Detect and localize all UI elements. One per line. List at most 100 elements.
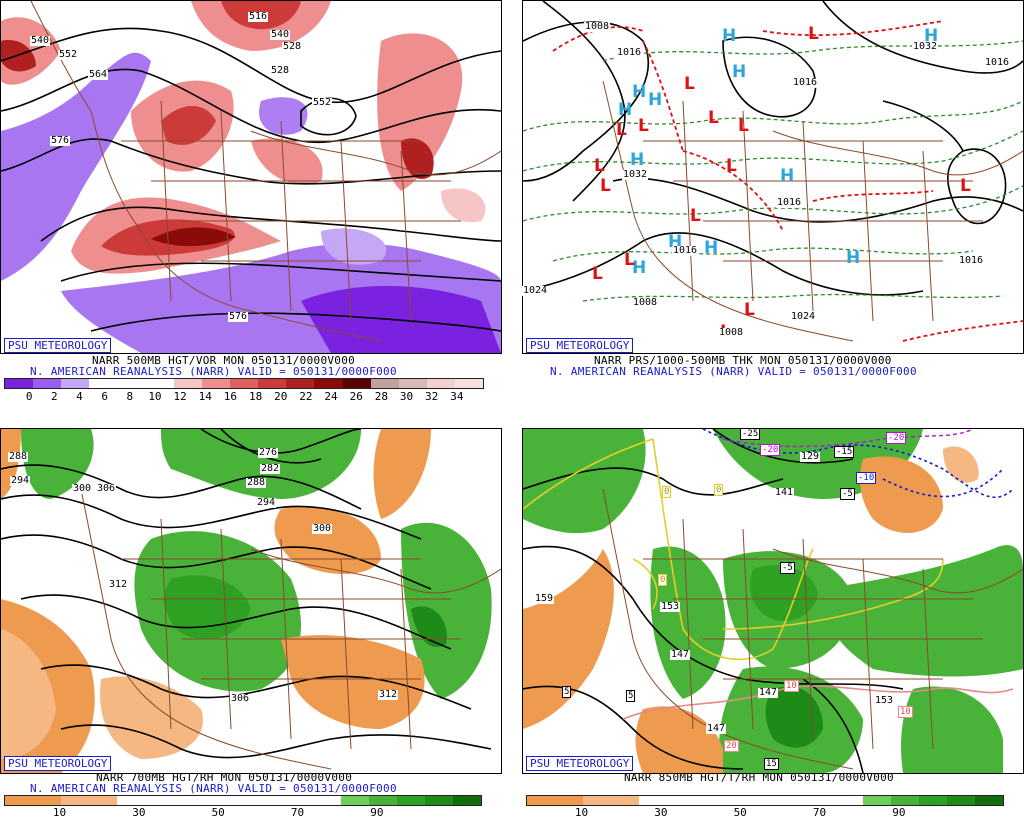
contour-label: 141 — [774, 487, 795, 498]
colorbar-swatch — [639, 796, 667, 805]
temperature-label: -25 — [740, 428, 761, 440]
isobar-label: 1032 — [622, 169, 649, 180]
temperature-label: -20 — [760, 444, 781, 456]
colorbar-swatch — [975, 796, 1003, 805]
colorbar-swatch — [751, 796, 779, 805]
high-pressure-marker: H — [846, 248, 861, 268]
branding-label: PSU METEOROLOGY — [526, 338, 634, 353]
colorbar-swatch — [145, 796, 173, 805]
contour-label: 147 — [706, 723, 727, 734]
temperature-label: 5 — [562, 686, 572, 698]
contour-label: 159 — [534, 593, 555, 604]
low-pressure-marker: L — [592, 264, 603, 284]
contour-label: 288 — [8, 451, 29, 462]
colorbar-tick-label: 34 — [450, 390, 464, 403]
contour-label: 312 — [378, 689, 399, 700]
isobar-label: 1016 — [792, 77, 819, 88]
contour-label: 300 — [312, 523, 333, 534]
contour-label: 576 — [50, 135, 71, 146]
colorbar-tick-label: 32 — [425, 390, 439, 403]
colorbar-tick-label: 26 — [349, 390, 363, 403]
temperature-label: -5 — [780, 562, 795, 574]
contour-label: 300 — [72, 483, 93, 494]
rh-colorbar — [4, 795, 482, 806]
map-500mb — [0, 0, 502, 354]
colorbar-swatch — [5, 796, 33, 805]
high-pressure-marker: H — [722, 26, 737, 46]
map-850mb — [522, 428, 1024, 774]
colorbar-swatch — [5, 379, 34, 388]
temperature-label: 15 — [764, 758, 779, 770]
isobar-label: 1008 — [584, 21, 611, 32]
low-pressure-marker: L — [744, 300, 755, 320]
panel-850mb-temp-rh: 159 153 147 147 147 153 129 141 -25 -20 … — [522, 428, 1024, 819]
isobar-label: 1016 — [776, 197, 803, 208]
colorbar-tick-label: 10 — [52, 806, 67, 819]
contour-label: 306 — [230, 693, 251, 704]
contour-label: 552 — [312, 97, 333, 108]
contour-label: 153 — [660, 601, 681, 612]
colorbar-swatch — [33, 796, 61, 805]
temperature-label: 5 — [626, 690, 636, 702]
colorbar-tick-label: 50 — [733, 806, 747, 819]
colorbar-tick-label: 28 — [374, 390, 388, 403]
colorbar-swatch — [555, 796, 583, 805]
map-500mb-graphic — [1, 1, 501, 353]
low-pressure-marker: L — [600, 176, 611, 196]
colorbar-swatch — [342, 379, 371, 388]
temperature-label: 0 — [714, 484, 724, 496]
colorbar-tick-label: 70 — [812, 806, 827, 819]
map-850mb-graphic — [523, 429, 1023, 773]
colorbar-swatch — [891, 796, 919, 805]
rh-colorbar-ticks: 10 30 50 70 90 — [526, 807, 1002, 818]
contour-label: 129 — [800, 451, 821, 462]
colorbar-tick-label: 6 — [101, 390, 108, 403]
colorbar-tick-label: 24 — [324, 390, 338, 403]
temperature-label: -5 — [840, 488, 855, 500]
low-pressure-marker: L — [960, 176, 971, 196]
colorbar-swatch — [835, 796, 863, 805]
contour-label: 312 — [108, 579, 129, 590]
contour-label: 540 — [270, 29, 291, 40]
contour-label: 147 — [758, 687, 779, 698]
temperature-label: 20 — [724, 740, 739, 752]
low-pressure-marker: L — [684, 74, 695, 94]
colorbar-swatch — [947, 796, 975, 805]
colorbar-swatch — [369, 796, 397, 805]
temperature-label: -20 — [886, 432, 907, 444]
colorbar-swatch — [257, 796, 285, 805]
isobar-label: 1016 — [958, 255, 985, 266]
colorbar-tick-label: 8 — [126, 390, 134, 403]
isobar-label: 1016 — [984, 57, 1011, 68]
temperature-label: -15 — [834, 446, 855, 458]
colorbar-swatch — [779, 796, 807, 805]
colorbar-swatch — [145, 379, 174, 388]
colorbar-swatch — [286, 379, 315, 388]
contour-label: 147 — [670, 649, 691, 660]
colorbar-swatch — [397, 796, 425, 805]
colorbar-tick-label: 30 — [654, 806, 668, 819]
isobar-label: 1032 — [912, 41, 939, 52]
colorbar-swatch — [89, 379, 118, 388]
contour-label: 552 — [58, 49, 79, 60]
vorticity-colorbar-ticks: 0 2 4 6 8 10 12 14 16 18 20 22 24 26 28 30 32 34 — [4, 391, 482, 402]
colorbar-tick-label: 12 — [173, 390, 187, 403]
map-title: NARR PRS/1000-500MB THK MON 050131/0000V… — [594, 354, 892, 367]
colorbar-tick-label: 20 — [274, 390, 288, 403]
contour-label: 528 — [282, 41, 303, 52]
colorbar-swatch — [370, 379, 399, 388]
colorbar-swatch — [173, 796, 201, 805]
high-pressure-marker: H — [780, 166, 795, 186]
low-pressure-marker: L — [624, 250, 635, 270]
rh-colorbar — [526, 795, 1004, 806]
vorticity-colorbar — [4, 378, 484, 389]
map-title: NARR 850MB HGT/T/RH MON 050131/0000V000 — [624, 771, 894, 784]
map-valid-line: N. AMERICAN REANALYSIS (NARR) VALID = 05… — [30, 782, 397, 795]
colorbar-swatch — [61, 379, 90, 388]
colorbar-swatch — [229, 796, 257, 805]
colorbar-swatch — [258, 379, 287, 388]
colorbar-swatch — [61, 796, 89, 805]
colorbar-swatch — [583, 796, 611, 805]
high-pressure-marker: H — [618, 100, 633, 120]
colorbar-swatch — [425, 796, 453, 805]
